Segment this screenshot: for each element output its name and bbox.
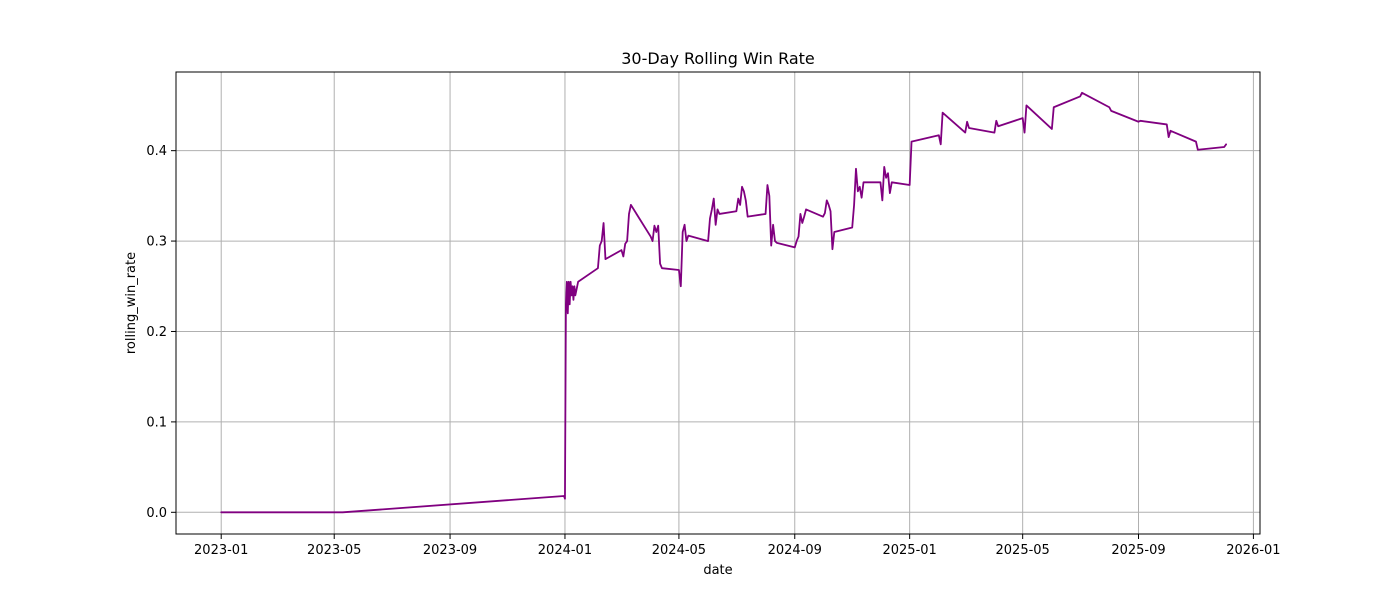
x-tick-label: 2024-09 (768, 543, 822, 558)
x-axis-label: date (703, 563, 732, 578)
x-tick-label: 2023-01 (194, 543, 248, 558)
y-tick-label: 0.4 (146, 144, 167, 159)
x-tick-label: 2023-09 (423, 543, 477, 558)
series-line (220, 91, 1227, 514)
plot-series (220, 91, 1227, 514)
y-axis-label: rolling_win_rate (124, 252, 139, 354)
y-tick-label: 0.2 (146, 325, 167, 340)
chart-title: 30-Day Rolling Win Rate (621, 49, 815, 68)
x-tick-label: 2025-01 (882, 543, 936, 558)
y-tick-label: 0.3 (146, 235, 167, 250)
grid (176, 72, 1260, 534)
x-tick-label: 2023-05 (307, 543, 361, 558)
y-tick-label: 0.1 (146, 415, 167, 430)
x-tick-label: 2025-09 (1111, 543, 1165, 558)
x-tick-label: 2025-05 (996, 543, 1050, 558)
plot-frame (175, 71, 1261, 535)
x-tick-label: 2024-05 (652, 543, 706, 558)
axis-ticks: 2023-01 2023-05 2023-09 2024-01 2024-05 2024-… (146, 144, 1280, 558)
y-tick-label: 0.0 (146, 506, 167, 521)
x-tick-label: 2026-01 (1226, 543, 1280, 558)
x-tick-label: 2024-01 (538, 543, 592, 558)
